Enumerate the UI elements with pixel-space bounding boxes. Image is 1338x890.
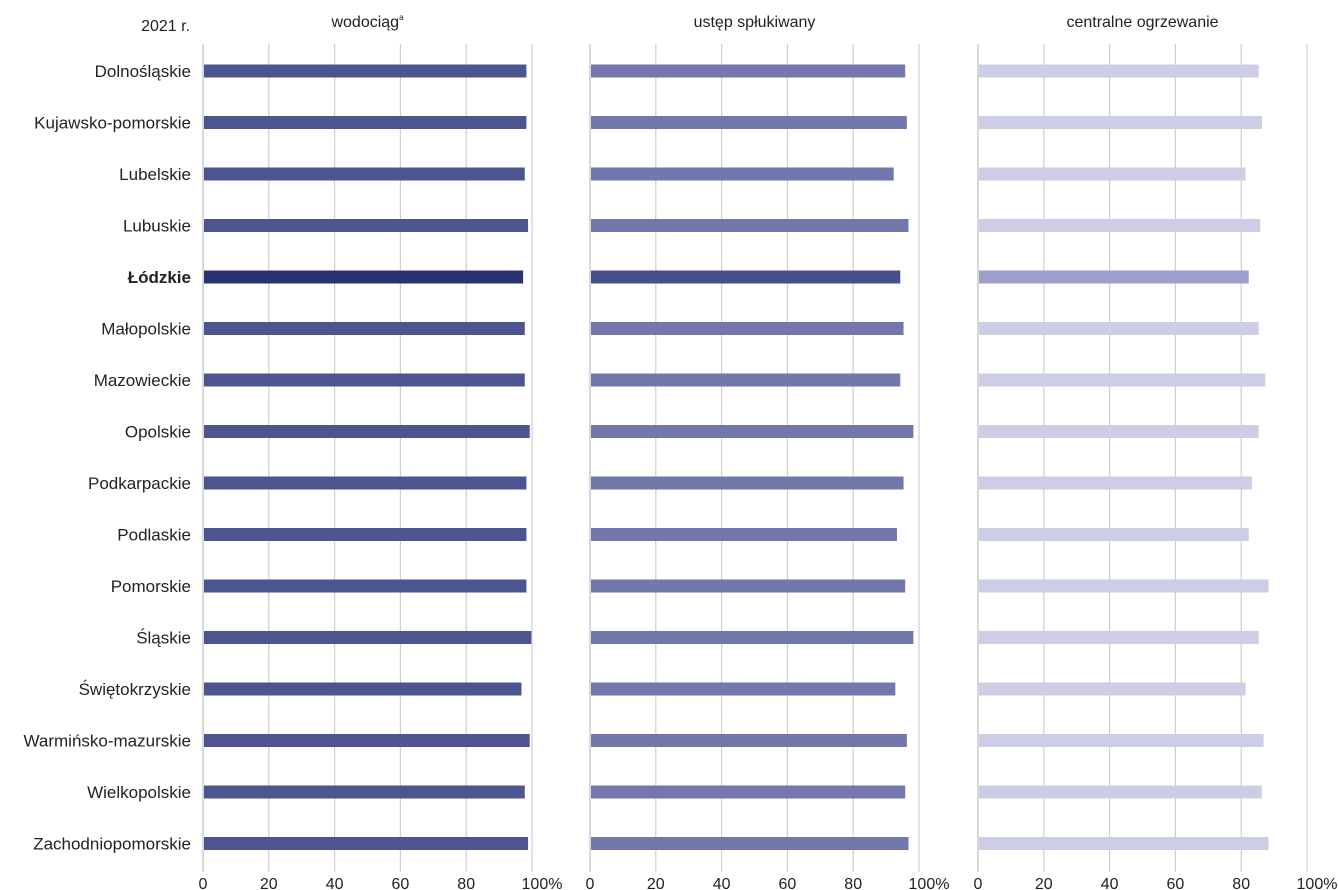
- bar: [979, 270, 1249, 284]
- bar: [591, 528, 897, 541]
- bar: [204, 425, 530, 438]
- category-label: Warmińsko-mazurskie: [23, 732, 191, 751]
- bar: [979, 579, 1269, 593]
- category-label: Podkarpackie: [88, 474, 191, 493]
- bar: [204, 373, 525, 387]
- bar: [979, 373, 1266, 387]
- bar: [591, 116, 907, 129]
- tick-label: 80: [844, 876, 862, 890]
- bar: [979, 528, 1249, 541]
- tick-label: 20: [260, 876, 278, 890]
- category-label: Wielkopolskie: [87, 783, 191, 802]
- category-label: Pomorskie: [111, 577, 191, 596]
- bar: [204, 167, 525, 181]
- bar: [204, 734, 530, 747]
- panel-title: ustęp spłukiwany: [694, 14, 816, 31]
- tick-label: 60: [779, 876, 797, 890]
- bar: [204, 528, 527, 541]
- category-label: Opolskie: [125, 423, 191, 442]
- bar: [591, 734, 907, 747]
- bar: [204, 682, 522, 696]
- panel: centralne ogrzewanie 0 20 40 60 80 100%: [974, 14, 1338, 890]
- tick-label: 40: [713, 876, 731, 890]
- bar: [204, 476, 527, 490]
- panel: wodociąga 0 20 40 60 80 100%: [199, 13, 563, 890]
- category-label: Lubelskie: [119, 165, 191, 184]
- tick-label: 20: [647, 876, 665, 890]
- bar: [979, 785, 1262, 799]
- tick-label: 60: [1167, 876, 1185, 890]
- year-label: 2021 r.: [141, 18, 190, 35]
- category-label: Świętokrzyskie: [79, 680, 191, 699]
- bar: [204, 631, 532, 644]
- bar: [591, 270, 901, 284]
- category-label: Zachodniopomorskie: [33, 835, 191, 854]
- bar: [979, 64, 1259, 78]
- bar: [979, 322, 1259, 335]
- panel-title: centralne ogrzewanie: [1066, 14, 1218, 31]
- bar: [591, 476, 904, 490]
- category-label: Łódzkie: [128, 268, 191, 287]
- bar: [979, 631, 1259, 644]
- tick-label: 0: [586, 876, 595, 890]
- category-label: Podlaskie: [117, 526, 191, 545]
- tick-label: 80: [457, 876, 475, 890]
- bar: [591, 837, 909, 850]
- tick-label: 100%: [909, 876, 950, 890]
- bar: [979, 167, 1246, 181]
- bar: [204, 219, 529, 232]
- bar: [204, 322, 525, 335]
- bar: [591, 425, 914, 438]
- tick-label: 100%: [1297, 876, 1338, 890]
- category-label: Śląskie: [136, 629, 191, 648]
- tick-label: 20: [1035, 876, 1053, 890]
- bar: [204, 116, 527, 129]
- bar: [979, 476, 1253, 490]
- bar: [591, 322, 904, 335]
- bar: [204, 579, 527, 593]
- category-label: Małopolskie: [101, 320, 191, 339]
- bar: [591, 219, 909, 232]
- bar: [979, 734, 1264, 747]
- category-label: Kujawsko-pomorskie: [34, 114, 191, 133]
- bar: [204, 270, 524, 284]
- category-label: Dolnośląskie: [95, 62, 191, 81]
- category-label: Mazowieckie: [94, 371, 191, 390]
- panel-title: wodociąga: [330, 13, 404, 31]
- tick-label: 0: [974, 876, 983, 890]
- category-label: Lubuskie: [123, 217, 191, 236]
- bar: [591, 373, 901, 387]
- panel: ustęp spłukiwany 0 20 40 60 80 100%: [586, 14, 950, 890]
- tick-label: 0: [199, 876, 208, 890]
- tick-label: 60: [392, 876, 410, 890]
- bar: [591, 64, 906, 78]
- chart-panels: wodociąga 0 20 40 60 80 100% ustęp spłukiwany 0 2…: [199, 13, 1338, 890]
- bar: [979, 219, 1261, 232]
- tick-label: 100%: [522, 876, 563, 890]
- bar: [979, 837, 1269, 850]
- bar: [591, 579, 906, 593]
- bar: [204, 64, 527, 78]
- bar: [591, 785, 906, 799]
- bar: [979, 116, 1262, 129]
- tick-label: 40: [1101, 876, 1119, 890]
- bar: [591, 682, 896, 696]
- category-labels: Dolnośląskie Kujawsko-pomorskie Lubelskie L…: [23, 62, 191, 854]
- bar: [979, 425, 1259, 438]
- bar: [591, 167, 894, 181]
- bar: [204, 785, 525, 799]
- tick-label: 40: [326, 876, 344, 890]
- bar: [591, 631, 914, 644]
- bar: [979, 682, 1246, 696]
- tick-label: 80: [1232, 876, 1250, 890]
- bar: [204, 837, 529, 850]
